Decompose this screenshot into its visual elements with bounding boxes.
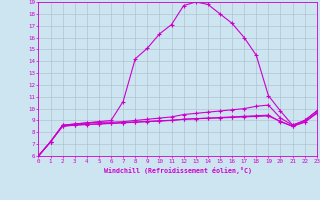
X-axis label: Windchill (Refroidissement éolien,°C): Windchill (Refroidissement éolien,°C) (104, 167, 252, 174)
